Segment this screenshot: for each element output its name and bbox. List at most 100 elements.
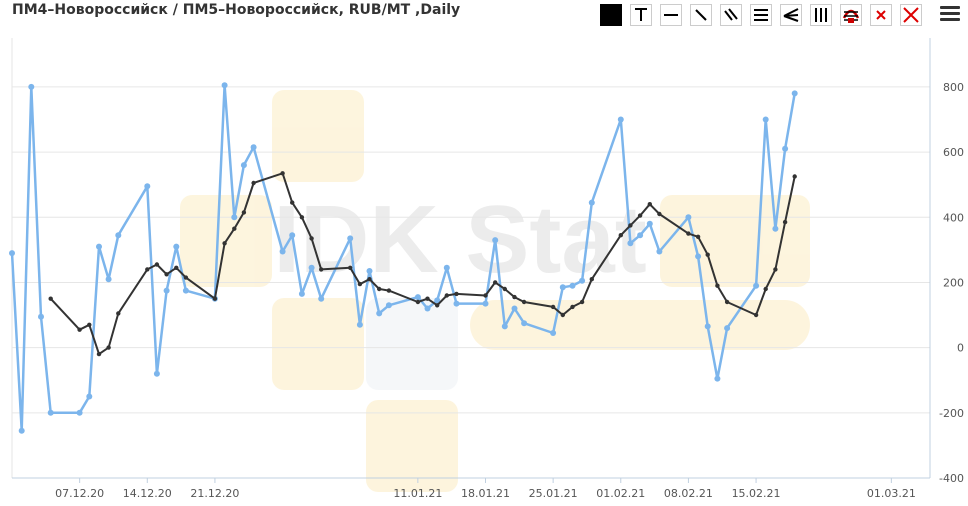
moving-average-data-point[interactable] [782,219,788,225]
price-data-point[interactable] [9,250,15,257]
moving-average-data-point[interactable] [637,213,643,218]
price-data-point[interactable] [627,240,634,247]
moving-average-data-point[interactable] [116,311,121,316]
moving-average-data-point[interactable] [241,210,247,215]
price-data-point[interactable] [588,199,595,206]
moving-average-data-point[interactable] [454,291,459,297]
moving-average-data-point[interactable] [106,345,111,350]
price-data-point[interactable] [366,268,373,274]
price-data-point[interactable] [289,232,296,239]
price-data-point[interactable] [96,243,102,250]
moving-average-data-point[interactable] [87,322,92,327]
price-data-point[interactable] [482,300,489,307]
price-data-point[interactable] [38,313,44,320]
moving-average-data-point[interactable] [695,234,701,239]
moving-average-data-point[interactable] [386,288,392,293]
price-data-point[interactable] [385,302,392,309]
price-data-point[interactable] [453,300,460,307]
moving-average-data-point[interactable] [493,280,498,285]
price-data-point[interactable] [434,297,441,304]
moving-average-data-point[interactable] [77,327,82,332]
price-data-point[interactable] [443,264,450,271]
color-swatch-tool[interactable] [600,4,622,26]
price-data-point[interactable] [76,409,83,416]
moving-average-data-point[interactable] [222,241,227,246]
price-data-point[interactable] [144,183,151,190]
price-data-point[interactable] [501,323,508,330]
moving-average-data-point[interactable] [319,267,324,272]
moving-average-data-point[interactable] [686,231,691,236]
moving-average-data-point[interactable] [251,180,256,186]
price-data-point[interactable] [376,310,383,317]
price-data-point[interactable] [569,282,576,289]
price-data-point[interactable] [347,235,354,242]
moving-average-data-point[interactable] [792,174,797,179]
price-data-point[interactable] [153,370,160,377]
fibonacci-tool[interactable] [840,4,862,26]
price-data-point[interactable] [579,277,586,284]
price-data-point[interactable] [772,225,779,232]
moving-average-data-point[interactable] [570,304,575,310]
moving-average-data-point[interactable] [174,265,179,270]
price-data-point[interactable] [637,232,644,239]
price-data-point[interactable] [250,144,257,151]
moving-average-data-point[interactable] [715,283,720,288]
price-data-point[interactable] [182,287,189,294]
moving-average-data-point[interactable] [357,281,363,287]
moving-average-data-point[interactable] [425,296,430,301]
price-data-point[interactable] [695,253,702,260]
horizontal-line-tool[interactable] [660,4,682,26]
price-data-point[interactable] [279,248,286,255]
price-data-point[interactable] [791,90,798,97]
price-data-point[interactable] [685,214,692,221]
moving-average-data-point[interactable] [309,236,314,241]
moving-average-data-point[interactable] [512,294,517,300]
moving-average-data-point[interactable] [212,296,218,301]
moving-average-data-point[interactable] [753,312,759,318]
price-data-point[interactable] [521,320,528,327]
price-data-point[interactable] [86,393,93,400]
price-data-point[interactable] [724,325,731,332]
moving-average-data-point[interactable] [154,262,160,267]
moving-average-data-point[interactable] [773,267,778,272]
price-data-point[interactable] [298,290,305,297]
trend-line-tool[interactable] [690,4,712,26]
moving-average-data-point[interactable] [164,272,169,277]
moving-average-data-point[interactable] [48,296,53,301]
price-data-point[interactable] [318,295,325,302]
moving-average-data-point[interactable] [647,202,652,207]
text-tool[interactable] [630,4,652,26]
price-data-point[interactable] [617,116,624,123]
price-data-point[interactable] [28,83,35,90]
price-data-point[interactable] [105,276,112,283]
moving-average-data-point[interactable] [145,267,150,272]
horizontal-channel-tool[interactable] [750,4,772,26]
moving-average-data-point[interactable] [377,286,382,292]
moving-average-data-point[interactable] [657,211,662,217]
chart-menu-button[interactable] [940,6,960,24]
moving-average-data-point[interactable] [232,226,237,231]
moving-average-data-point[interactable] [183,275,189,280]
moving-average-data-point[interactable] [348,265,353,270]
moving-average-data-point[interactable] [435,303,440,308]
price-data-point[interactable] [231,214,238,221]
price-data-point[interactable] [704,323,711,330]
price-data-point[interactable] [656,248,663,255]
price-data-point[interactable] [762,116,769,123]
price-data-point[interactable] [47,409,54,416]
moving-average-data-point[interactable] [521,299,527,305]
moving-average-data-point[interactable] [724,299,730,305]
moving-average-data-point[interactable] [483,293,488,298]
price-data-point[interactable] [173,243,180,250]
fan-lines-tool[interactable] [780,4,802,26]
delete-selected-tool[interactable] [870,4,892,26]
moving-average-data-point[interactable] [618,233,623,238]
vertical-lines-tool[interactable] [810,4,832,26]
price-data-point[interactable] [559,284,566,291]
price-data-point[interactable] [18,427,25,434]
price-data-point[interactable] [714,375,721,382]
moving-average-data-point[interactable] [579,299,585,305]
price-data-point[interactable] [221,82,228,89]
moving-average-data-point[interactable] [550,304,556,310]
moving-average-data-point[interactable] [589,277,594,282]
